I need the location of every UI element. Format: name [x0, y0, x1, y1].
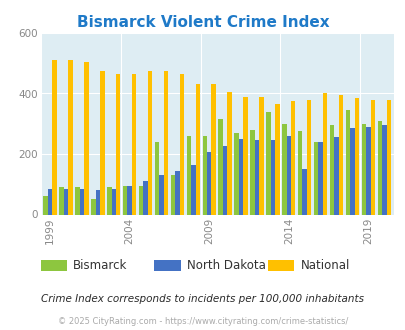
Bar — [179, 74, 183, 214]
Bar — [154, 142, 159, 214]
Bar — [354, 98, 358, 214]
Bar — [159, 175, 163, 214]
Bar — [322, 93, 326, 214]
Bar — [191, 165, 195, 214]
Bar — [123, 186, 127, 215]
Text: © 2025 CityRating.com - https://www.cityrating.com/crime-statistics/: © 2025 CityRating.com - https://www.city… — [58, 317, 347, 326]
Bar — [313, 142, 318, 214]
Bar — [211, 84, 215, 214]
Bar — [381, 125, 386, 214]
Bar — [386, 100, 390, 214]
Bar — [186, 136, 191, 214]
Bar — [270, 140, 275, 214]
Bar — [218, 119, 222, 214]
Bar — [163, 71, 168, 214]
Bar — [79, 189, 84, 214]
Bar — [132, 74, 136, 214]
Bar — [275, 104, 279, 214]
Bar — [143, 181, 147, 214]
Text: North Dakota: North Dakota — [186, 259, 265, 272]
Bar — [195, 84, 200, 214]
Bar — [75, 187, 79, 214]
Bar — [365, 127, 370, 214]
Bar — [281, 124, 286, 214]
Bar — [147, 71, 152, 214]
Bar — [350, 128, 354, 214]
Bar — [139, 186, 143, 215]
Bar — [250, 130, 254, 214]
Bar — [243, 96, 247, 214]
Bar — [306, 100, 311, 214]
Text: Bismarck: Bismarck — [73, 259, 127, 272]
Text: National: National — [300, 259, 349, 272]
Bar — [84, 62, 88, 215]
Bar — [107, 187, 111, 214]
Bar — [377, 121, 381, 214]
Text: Bismarck Violent Crime Index: Bismarck Violent Crime Index — [77, 15, 328, 30]
Bar — [111, 189, 116, 214]
Bar — [127, 186, 132, 215]
Bar — [202, 136, 207, 214]
Bar — [290, 101, 295, 214]
Bar — [100, 71, 104, 214]
Bar — [318, 142, 322, 214]
Bar — [207, 152, 211, 214]
Bar — [258, 96, 263, 214]
Bar — [297, 131, 302, 214]
Text: Crime Index corresponds to incidents per 100,000 inhabitants: Crime Index corresponds to incidents per… — [41, 294, 364, 304]
Bar — [286, 136, 290, 214]
Bar — [116, 74, 120, 214]
Bar — [48, 189, 52, 214]
Bar — [227, 92, 231, 214]
Bar — [43, 196, 48, 214]
Bar — [254, 140, 258, 214]
Bar — [238, 139, 243, 214]
Bar — [338, 95, 342, 214]
Bar — [68, 60, 72, 214]
Bar — [64, 189, 68, 214]
Bar — [91, 199, 96, 214]
Bar — [370, 100, 374, 214]
Bar — [345, 110, 350, 214]
Bar — [333, 137, 338, 214]
Bar — [302, 169, 306, 214]
Bar — [234, 133, 238, 214]
Bar — [59, 187, 64, 214]
Bar — [329, 125, 333, 214]
Bar — [171, 175, 175, 214]
Bar — [175, 171, 179, 214]
Bar — [96, 190, 100, 215]
Bar — [52, 60, 57, 214]
Bar — [266, 112, 270, 214]
Bar — [361, 124, 365, 214]
Bar — [222, 147, 227, 214]
